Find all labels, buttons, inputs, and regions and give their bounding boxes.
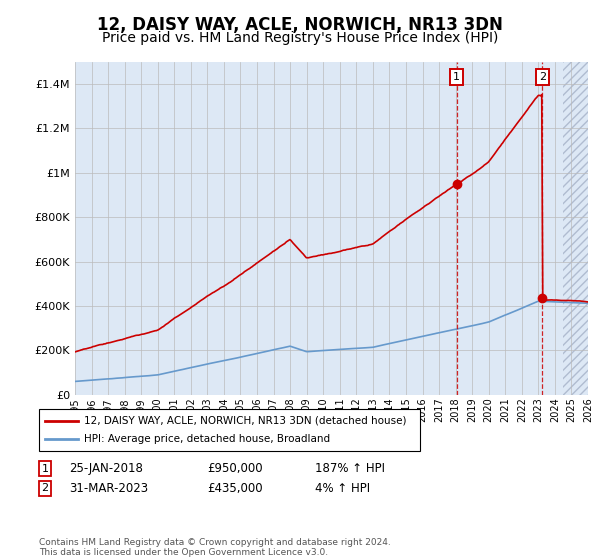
Text: 31-MAR-2023: 31-MAR-2023 <box>69 482 148 495</box>
Text: 1: 1 <box>453 72 460 82</box>
Text: 12, DAISY WAY, ACLE, NORWICH, NR13 3DN: 12, DAISY WAY, ACLE, NORWICH, NR13 3DN <box>97 16 503 34</box>
Text: 12, DAISY WAY, ACLE, NORWICH, NR13 3DN (detached house): 12, DAISY WAY, ACLE, NORWICH, NR13 3DN (… <box>84 416 407 426</box>
Text: Price paid vs. HM Land Registry's House Price Index (HPI): Price paid vs. HM Land Registry's House … <box>102 31 498 45</box>
Text: Contains HM Land Registry data © Crown copyright and database right 2024.
This d: Contains HM Land Registry data © Crown c… <box>39 538 391 557</box>
Text: 25-JAN-2018: 25-JAN-2018 <box>69 462 143 475</box>
Text: 187% ↑ HPI: 187% ↑ HPI <box>315 462 385 475</box>
Text: 1: 1 <box>41 464 49 474</box>
Text: 4% ↑ HPI: 4% ↑ HPI <box>315 482 370 495</box>
Text: 2: 2 <box>41 483 49 493</box>
Text: £950,000: £950,000 <box>207 462 263 475</box>
Bar <box>563 62 588 395</box>
Text: HPI: Average price, detached house, Broadland: HPI: Average price, detached house, Broa… <box>84 434 330 444</box>
Text: 2: 2 <box>539 72 546 82</box>
Text: £435,000: £435,000 <box>207 482 263 495</box>
Bar <box>563 62 588 395</box>
